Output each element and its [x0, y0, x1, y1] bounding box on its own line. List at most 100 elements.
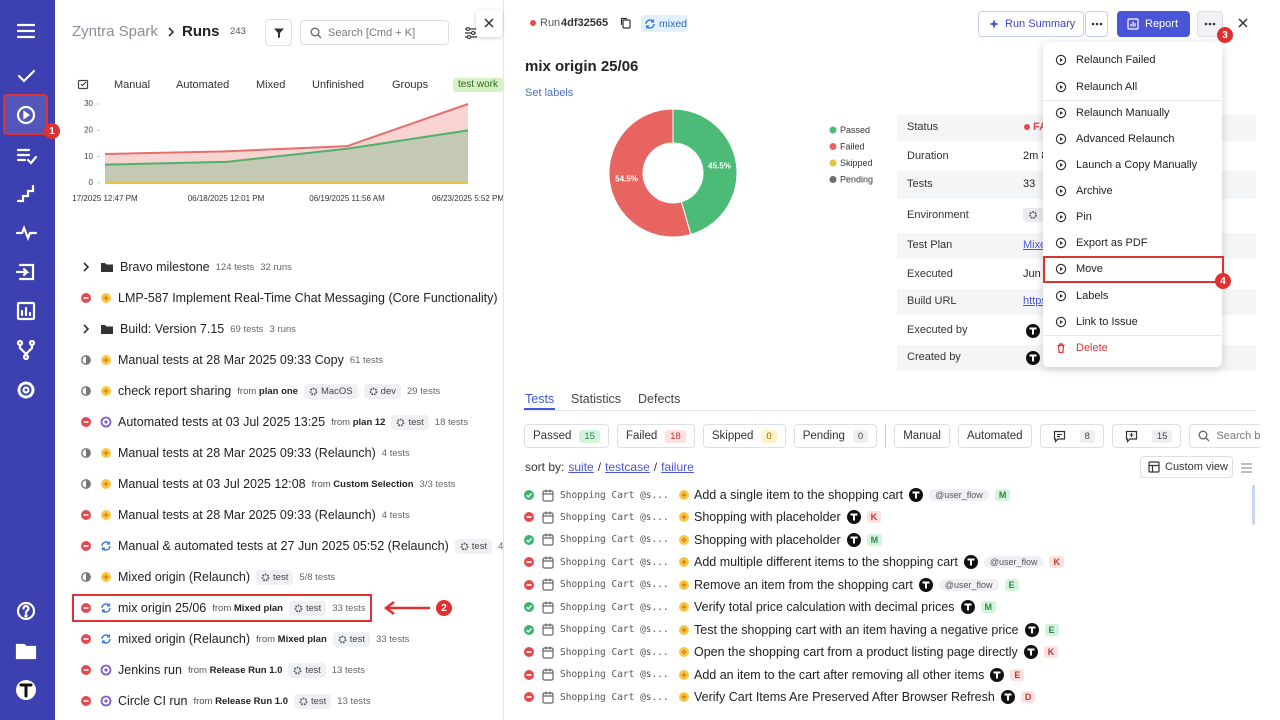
run-tests: 4 tests [381, 447, 410, 459]
info-row: Executed Jun [897, 261, 1256, 289]
set-labels-link[interactable]: Set labels [525, 87, 574, 99]
test-row[interactable]: Shopping Cart @s... Shopping with placeho… [524, 529, 883, 551]
icon-part [543, 691, 553, 697]
icon-part [543, 489, 553, 495]
menu-item[interactable]: Move [1043, 256, 1222, 282]
menu-item[interactable]: Archive [1043, 178, 1222, 204]
gear-icon [294, 666, 302, 674]
filter-button[interactable]: 15 [1111, 424, 1182, 448]
menu-item[interactable]: Relaunch Failed [1043, 47, 1222, 73]
filter-button[interactable]: Pending 0 [793, 424, 878, 448]
menu-item[interactable]: Export as PDF [1043, 230, 1222, 256]
info-row: Duration 2m 8 [897, 143, 1256, 171]
sort-option[interactable]: testcase [605, 460, 650, 474]
origin-icon [100, 695, 112, 707]
sort-option[interactable]: failure [661, 460, 694, 474]
filter-button[interactable] [265, 19, 292, 46]
tag-chip: test [256, 569, 294, 585]
filter-count: 18 [665, 429, 686, 443]
run-row[interactable]: LMP-587 Implement Real-Time Chat Messagi… [81, 287, 503, 309]
test-row[interactable]: Shopping Cart @s... Test the shopping car… [524, 619, 1059, 641]
menu-item[interactable]: Advanced Relaunch [1043, 126, 1222, 152]
close-detail-icon[interactable] [1237, 17, 1249, 29]
run-row[interactable]: Automated tests at 03 Jul 2025 13:25 from… [81, 411, 468, 433]
run-row[interactable]: Manual tests at 28 Mar 2025 09:33 (Relau… [81, 504, 410, 526]
menu-item[interactable]: Launch a Copy Manually [1043, 152, 1222, 178]
run-row[interactable]: mix origin 25/06 from Mixed plan test 33 te… [81, 597, 366, 619]
filter-button[interactable]: Passed 15 [524, 424, 609, 448]
test-row[interactable]: Shopping Cart @s... Remove an item from t… [524, 574, 1019, 596]
menu-item[interactable]: Relaunch Manually [1043, 100, 1222, 126]
run-row[interactable]: mixed origin (Relaunch) from Mixed plan te… [81, 628, 409, 650]
tag-label: test [471, 540, 488, 552]
icon-part [1055, 237, 1067, 249]
icon-part [100, 416, 112, 428]
run-row[interactable]: Circle CI run from Release Run 1.0 test 13 … [81, 690, 371, 712]
status-icon [524, 692, 534, 703]
status-icon [524, 557, 534, 568]
run-row[interactable]: Jenkins run from Release Run 1.0 test 13 te… [81, 659, 365, 681]
run-row[interactable]: Manual & automated tests at 27 Jun 2025 … [81, 535, 503, 557]
icon-part [543, 623, 553, 629]
run-row[interactable]: Manual tests at 03 Jul 2025 12:08 from Cu… [81, 473, 455, 495]
more-button[interactable] [1085, 11, 1108, 37]
menu-item[interactable]: Link to Issue [1043, 309, 1222, 335]
breadcrumb[interactable]: Zyntra Spark [72, 23, 158, 40]
filter-button[interactable]: Skipped 0 [702, 424, 786, 448]
menu-item[interactable]: Pin [1043, 204, 1222, 230]
report-button[interactable]: Report [1117, 11, 1190, 37]
detail-tab[interactable]: Statistics [571, 392, 622, 406]
sort-option[interactable]: suite [568, 460, 594, 474]
info-value[interactable]: https [1023, 295, 1047, 307]
filter-button[interactable]: Manual [894, 424, 950, 448]
status-icon [524, 669, 534, 680]
filter-button[interactable]: 8 [1039, 424, 1104, 448]
filter-button[interactable]: Automated [957, 424, 1032, 448]
test-row[interactable]: Shopping Cart @s... Add multiple differen… [524, 551, 1064, 573]
run-group[interactable]: Build: Version 7.15 69 tests 3 runs [81, 318, 296, 340]
test-row[interactable]: Shopping Cart @s... Verify total price ca… [524, 596, 997, 618]
runs-tab[interactable]: Mixed [256, 79, 286, 91]
expand-chevron [83, 324, 90, 334]
icon-part [1023, 208, 1043, 222]
test-row[interactable]: Shopping Cart @s... Shopping with placeho… [524, 506, 882, 528]
test-row[interactable]: Shopping Cart @s... Add an item to the ca… [524, 664, 1025, 686]
icon-part [681, 514, 687, 520]
detail-tab[interactable]: Tests [525, 392, 555, 406]
status-icon [81, 355, 91, 365]
search-box[interactable]: Search [Cmd + K] [300, 20, 449, 45]
status-icon [81, 479, 91, 489]
run-group[interactable]: Bravo milestone 124 tests 32 runs [81, 256, 292, 278]
menu-item[interactable]: Relaunch All [1043, 74, 1222, 100]
test-row[interactable]: Shopping Cart @s... Add a single item to … [524, 484, 1011, 506]
test-search[interactable]: Search by title [1189, 424, 1260, 448]
runs-tab[interactable]: Unfinished [312, 79, 364, 91]
run-row[interactable]: Manual tests at 28 Mar 2025 09:33 (Relau… [81, 442, 410, 464]
close-panel-button[interactable] [476, 10, 502, 37]
icon-part [103, 574, 109, 580]
runs-tab[interactable]: Groups [392, 79, 429, 91]
custom-view-button[interactable]: Custom view [1140, 456, 1233, 478]
test-row[interactable]: Shopping Cart @s... Verify Cart Items Are… [524, 686, 1036, 708]
assignee-avatar [918, 577, 933, 592]
info-value: 33 [1023, 178, 1036, 190]
filter-button[interactable]: Failed 18 [616, 424, 695, 448]
test-row[interactable]: Shopping Cart @s... Open the shopping car… [524, 641, 1059, 663]
tag-label: test [305, 602, 322, 614]
run-row[interactable]: check report sharing from plan one MacOS de… [81, 380, 440, 402]
info-label: Duration [907, 150, 949, 162]
run-row[interactable]: Manual tests at 28 Mar 2025 09:33 Copy 61… [81, 349, 383, 371]
runs-tab[interactable]: Manual [114, 79, 151, 91]
more-actions-button[interactable] [1197, 11, 1223, 37]
runs-tab[interactable]: Automated [176, 79, 230, 91]
detail-tab[interactable]: Defects [638, 392, 681, 406]
icon-part [620, 17, 627, 25]
run-summary-button[interactable]: Run Summary [978, 11, 1084, 37]
menu-item[interactable]: Delete [1043, 335, 1222, 361]
legend-swatch [829, 143, 837, 150]
menu-item[interactable]: Labels [1043, 283, 1222, 309]
test-type-icon [542, 533, 554, 546]
label-chip[interactable]: test work [453, 78, 503, 92]
icon-part [1125, 430, 1137, 443]
run-row[interactable]: Mixed origin (Relaunch) test 5/8 tests [81, 566, 335, 588]
